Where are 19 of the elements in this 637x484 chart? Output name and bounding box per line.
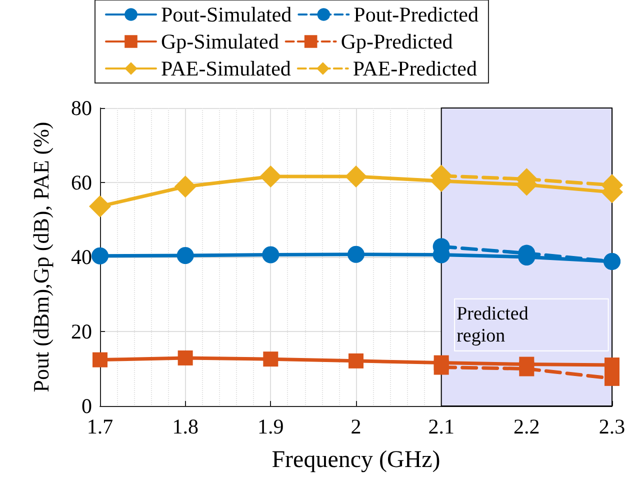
y-axis-title: Pout (dBm),Gp (dB), PAE (%) (28, 122, 54, 392)
y-tick-label: 80 (71, 96, 92, 120)
x-tick-label: 2.2 (514, 414, 540, 438)
legend-label: Gp-Simulated (161, 30, 280, 54)
legend-label: Gp-Predicted (340, 30, 454, 54)
legend-label: Pout-Predicted (354, 2, 479, 26)
legend-label: PAE-Simulated (161, 56, 292, 80)
y-tick-label: 40 (71, 245, 92, 269)
legend-label: PAE-Predicted (352, 56, 478, 80)
x-tick-label: 1.9 (258, 414, 284, 438)
x-tick-label: 1.8 (172, 414, 198, 438)
x-tick-label: 2.3 (598, 414, 626, 438)
x-tick-label: 2 (350, 414, 362, 438)
y-tick-label: 60 (71, 170, 92, 194)
legend-label: Pout-Simulated (161, 2, 292, 26)
x-axis-title: Frequency (GHz) (272, 447, 440, 473)
band-label: Predicted region (456, 303, 529, 346)
y-tick-label: 20 (71, 320, 92, 344)
x-tick-label: 2.1 (428, 414, 454, 438)
